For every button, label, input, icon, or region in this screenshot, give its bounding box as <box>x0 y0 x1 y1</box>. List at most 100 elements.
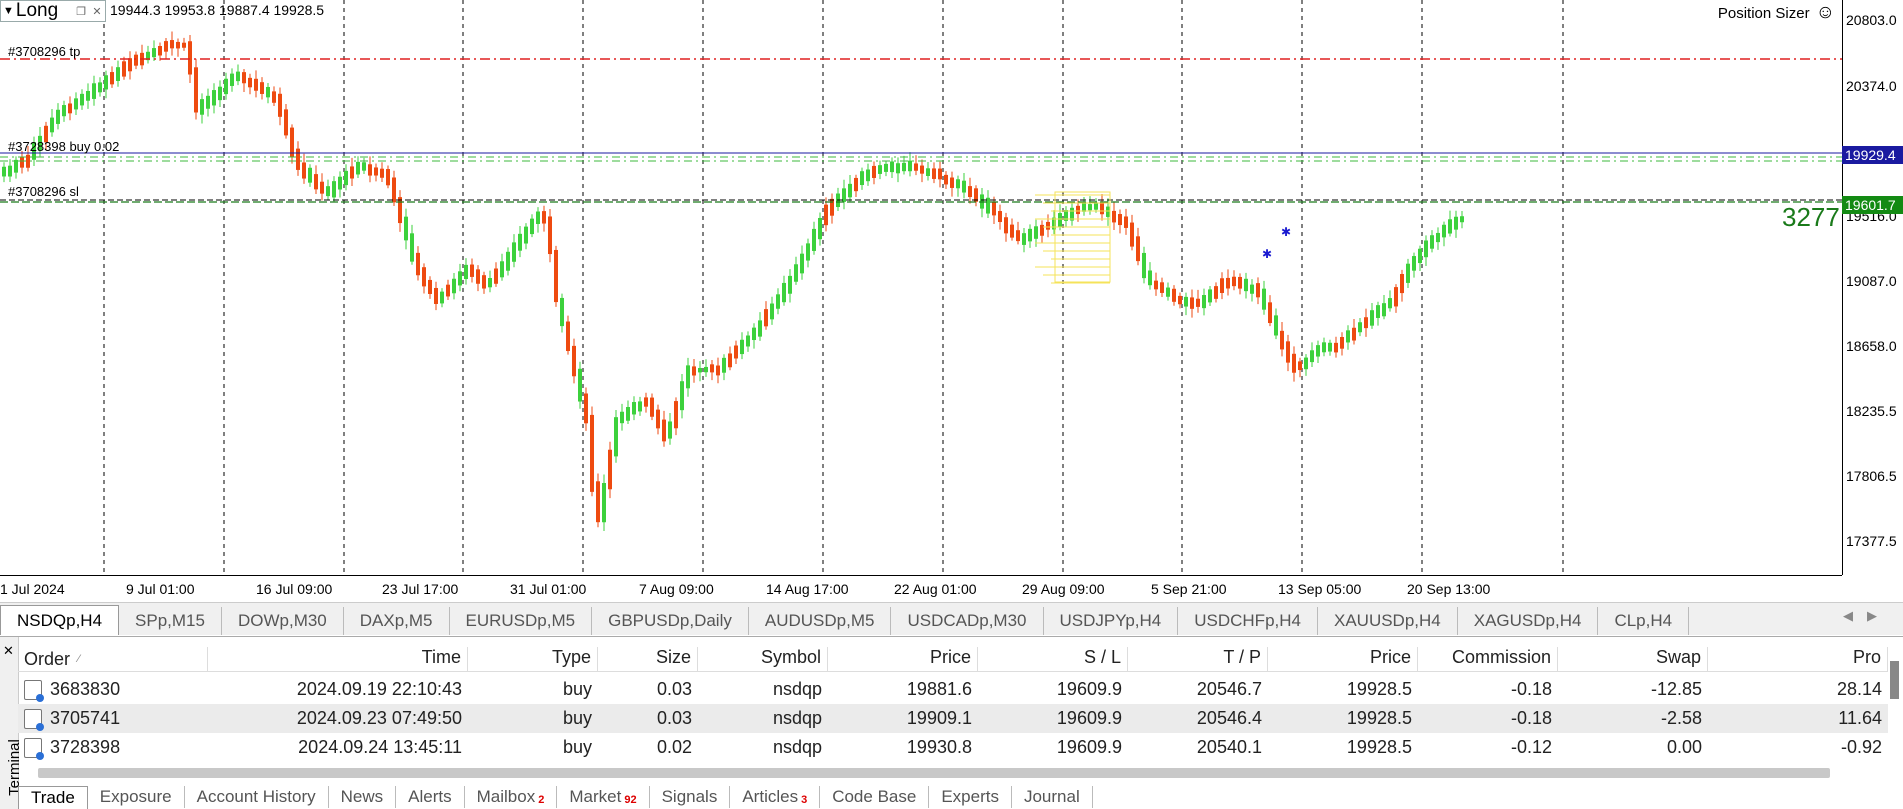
smiley-icon[interactable]: ☺ <box>1815 2 1835 23</box>
candle-body <box>404 216 408 241</box>
candle-body <box>1094 202 1098 210</box>
candle-body <box>998 211 1002 223</box>
col-swap[interactable]: Swap <box>1558 647 1708 671</box>
candle-body <box>638 401 642 412</box>
candle-body <box>1238 276 1242 289</box>
terminal-tab[interactable]: Trade <box>18 786 88 809</box>
terminal-tab[interactable]: Journal <box>1012 786 1093 808</box>
long-panel[interactable]: ▼ Long ❐ ✕ <box>0 0 106 22</box>
price-axis[interactable] <box>1842 0 1903 575</box>
candle-body <box>260 82 264 94</box>
col-profit[interactable]: Pro <box>1708 647 1888 671</box>
candle-body <box>866 169 870 182</box>
cell-type: buy <box>562 679 592 699</box>
vertical-scrollbar[interactable] <box>1890 661 1899 699</box>
col-price[interactable]: Price <box>828 647 978 671</box>
chart-tab[interactable]: CLp,H4 <box>1598 607 1690 635</box>
chart-tab[interactable]: NSDQp,H4 <box>0 605 120 635</box>
candle-body <box>86 90 90 101</box>
candle-body <box>158 45 162 56</box>
price-chart[interactable]: ✱ ✱ ▼ Long ❐ ✕ 19944.3 19953.8 19887.4 19… <box>0 0 1903 601</box>
chart-tab[interactable]: GBPUSDp,Daily <box>592 607 749 635</box>
candle-body <box>1046 221 1050 230</box>
candle-body <box>1274 315 1278 336</box>
candle-body <box>1424 240 1428 258</box>
chart-canvas[interactable]: ✱✱ <box>0 0 1903 601</box>
candle-body <box>626 407 630 421</box>
terminal-tab[interactable]: Exposure <box>88 786 185 808</box>
candle-body <box>266 86 270 98</box>
restore-icon[interactable]: ❐ <box>76 5 86 18</box>
terminal-tab[interactable]: Articles 3 <box>730 786 821 808</box>
chart-window-tabs: NSDQp,H4 SPp,M15 DOWp,M30 DAXp,M5 EURUSD… <box>0 602 1903 635</box>
table-row[interactable]: 3705741 2024.09.23 07:49:50 buy 0.03 nsd… <box>18 704 1888 733</box>
terminal-tab[interactable]: Code Base <box>820 786 930 808</box>
chart-tab[interactable]: USDJPYp,H4 <box>1044 607 1179 635</box>
col-time[interactable]: Time <box>208 647 468 671</box>
candle-body <box>728 353 732 368</box>
tab-scroll-arrows[interactable]: ◀▶ <box>1843 608 1891 624</box>
position-sizer[interactable]: Position Sizer ☺ <box>1718 2 1835 24</box>
terminal-tab[interactable]: Market 92 <box>557 786 650 808</box>
candle-body <box>392 177 396 203</box>
col-order[interactable]: Order ⁄ <box>18 647 208 671</box>
trade-table-header: Order ⁄ Time Type Size Symbol Price S / L… <box>18 647 1888 672</box>
candle-body <box>224 78 228 95</box>
candle-body <box>662 419 666 442</box>
candle-body <box>428 279 432 294</box>
terminal-tab[interactable]: Signals <box>650 786 731 808</box>
time-axis[interactable] <box>0 575 1842 602</box>
table-row[interactable]: 3683830 2024.09.19 22:10:43 buy 0.03 nsd… <box>18 675 1888 704</box>
chart-tab[interactable]: USDCHFp,H4 <box>1178 607 1318 635</box>
col-type[interactable]: Type <box>468 647 598 671</box>
arrow-left-icon[interactable]: ◀ <box>1843 608 1867 623</box>
candle-body <box>944 174 948 185</box>
col-tp[interactable]: T / P <box>1128 647 1268 671</box>
candle-body <box>386 169 390 186</box>
chart-tab[interactable]: DOWp,M30 <box>222 607 344 635</box>
chart-tab[interactable]: USDCADp,M30 <box>891 607 1044 635</box>
close-icon[interactable]: ✕ <box>92 5 102 18</box>
col-size[interactable]: Size <box>598 647 698 671</box>
table-row[interactable]: 3728398 2024.09.24 13:45:11 buy 0.02 nsd… <box>18 733 1888 762</box>
terminal-tab[interactable]: Account History <box>185 786 329 808</box>
candle-body <box>470 264 474 277</box>
candle-body <box>506 251 510 271</box>
chart-tab[interactable]: XAUUSDp,H4 <box>1318 607 1458 635</box>
candle-body <box>398 197 402 224</box>
cell-tp: 20546.4 <box>1196 708 1262 728</box>
candle-body <box>1166 287 1170 297</box>
cell-commission: -0.18 <box>1510 708 1552 728</box>
candle-body <box>518 233 522 251</box>
terminal-tab[interactable]: Alerts <box>396 786 465 808</box>
close-icon[interactable]: ✕ <box>3 643 14 658</box>
horizontal-scrollbar[interactable] <box>38 768 1830 778</box>
trade-marker: ✱ <box>1262 247 1272 261</box>
col-symbol[interactable]: Symbol <box>698 647 828 671</box>
terminal-tab[interactable]: Mailbox 2 <box>465 786 558 808</box>
candle-body <box>770 303 774 320</box>
buy-label: #3728398 buy 0.02 <box>8 139 120 154</box>
candle-body <box>92 83 96 99</box>
col-commission[interactable]: Commission <box>1418 647 1558 671</box>
candle-body <box>242 72 246 84</box>
candle-body <box>1388 298 1392 309</box>
cell-time: 2024.09.24 13:45:11 <box>298 737 462 757</box>
collapse-triangle-icon[interactable]: ▼ <box>3 5 14 17</box>
col-current-price[interactable]: Price <box>1268 647 1418 671</box>
candle-body <box>134 54 138 66</box>
chart-tab[interactable]: SPp,M15 <box>119 607 222 635</box>
candle-body <box>308 167 312 183</box>
chart-tab[interactable]: DAXp,M5 <box>344 607 450 635</box>
candle-body <box>14 159 18 173</box>
terminal-tab[interactable]: News <box>329 786 397 808</box>
chart-tab[interactable]: XAGUSDp,H4 <box>1458 607 1599 635</box>
arrow-right-icon[interactable]: ▶ <box>1867 608 1891 623</box>
chart-tab[interactable]: EURUSDp,M5 <box>450 607 593 635</box>
candle-body <box>1454 216 1458 230</box>
chart-tab[interactable]: AUDUSDp,M5 <box>749 607 892 635</box>
terminal-tab[interactable]: Experts <box>929 786 1012 808</box>
candle-body <box>932 168 936 179</box>
cell-type: buy <box>562 737 592 757</box>
col-sl[interactable]: S / L <box>978 647 1128 671</box>
